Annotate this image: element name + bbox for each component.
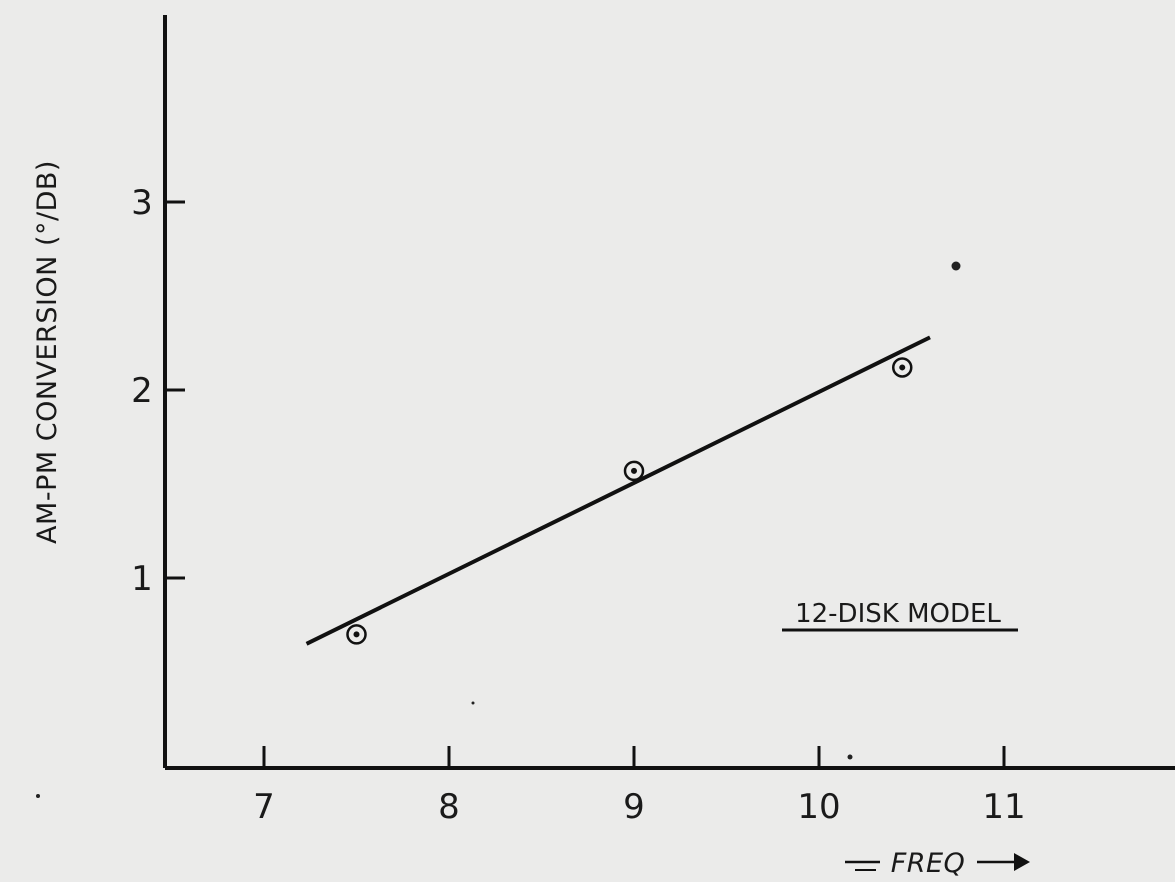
- x-tick-label: 7: [253, 787, 275, 827]
- data-point-dot: [353, 631, 360, 638]
- data-point: [623, 460, 645, 482]
- data-point-dot: [631, 467, 637, 474]
- speck-mark: [951, 261, 961, 271]
- speck-mark: [471, 701, 475, 705]
- data-point-ring: [892, 357, 913, 378]
- y-axis-title: AM-PM CONVERSION (°/DB): [32, 160, 63, 544]
- speck-mark: [36, 794, 40, 798]
- data-point: [892, 357, 913, 378]
- speck-mark: [847, 754, 853, 760]
- model-annotation: 12-DISK MODEL: [795, 599, 1001, 629]
- fit-line: [305, 335, 931, 646]
- y-ticks-group: 1 2 3: [131, 183, 185, 599]
- x-tick-label: 10: [797, 787, 840, 827]
- x-tick-label: 11: [982, 787, 1025, 827]
- data-point-dot: [899, 364, 906, 371]
- data-points-group: [346, 357, 913, 645]
- data-point: [346, 624, 367, 645]
- x-axis-title-group: FREQ: [845, 848, 1030, 879]
- x-axis-title: FREQ: [891, 848, 966, 879]
- y-tick-label: 3: [131, 183, 153, 223]
- y-tick-label: 2: [131, 371, 153, 411]
- x-title-arrow-icon: [1014, 853, 1030, 871]
- x-ticks-group: 7 8 9 10 11: [253, 746, 1026, 827]
- x-tick-label: 9: [623, 787, 645, 827]
- data-point-ring: [623, 460, 645, 482]
- x-tick-label: 8: [438, 787, 460, 827]
- y-tick-label: 1: [131, 559, 153, 599]
- data-point-ring: [346, 624, 367, 645]
